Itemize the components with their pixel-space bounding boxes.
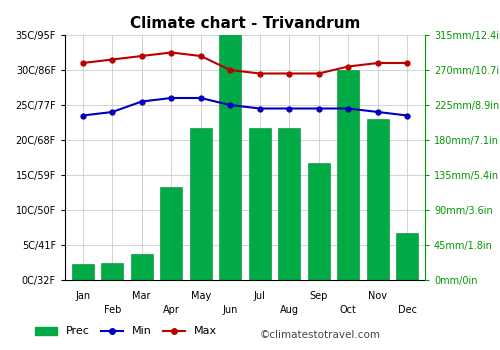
Text: Aug: Aug: [280, 305, 299, 315]
Text: Sep: Sep: [310, 291, 328, 301]
Legend: Prec, Min, Max: Prec, Min, Max: [30, 322, 222, 341]
Bar: [248, 128, 271, 280]
Bar: [190, 128, 212, 280]
Bar: [337, 70, 359, 280]
Text: Mar: Mar: [132, 291, 151, 301]
Bar: [308, 163, 330, 280]
Bar: [278, 128, 300, 280]
Text: Jul: Jul: [254, 291, 266, 301]
Bar: [396, 233, 418, 280]
Bar: [101, 263, 124, 280]
Bar: [130, 254, 153, 280]
Title: Climate chart - Trivandrum: Climate chart - Trivandrum: [130, 16, 360, 31]
Bar: [219, 23, 242, 280]
Text: Jun: Jun: [222, 305, 238, 315]
Text: Oct: Oct: [340, 305, 356, 315]
Text: Feb: Feb: [104, 305, 121, 315]
Text: Dec: Dec: [398, 305, 417, 315]
Bar: [160, 187, 182, 280]
Text: Jan: Jan: [75, 291, 90, 301]
Text: Nov: Nov: [368, 291, 388, 301]
Bar: [72, 265, 94, 280]
Text: Apr: Apr: [163, 305, 180, 315]
Bar: [366, 119, 389, 280]
Text: May: May: [190, 291, 211, 301]
Text: ©climatestotravel.com: ©climatestotravel.com: [260, 329, 381, 340]
